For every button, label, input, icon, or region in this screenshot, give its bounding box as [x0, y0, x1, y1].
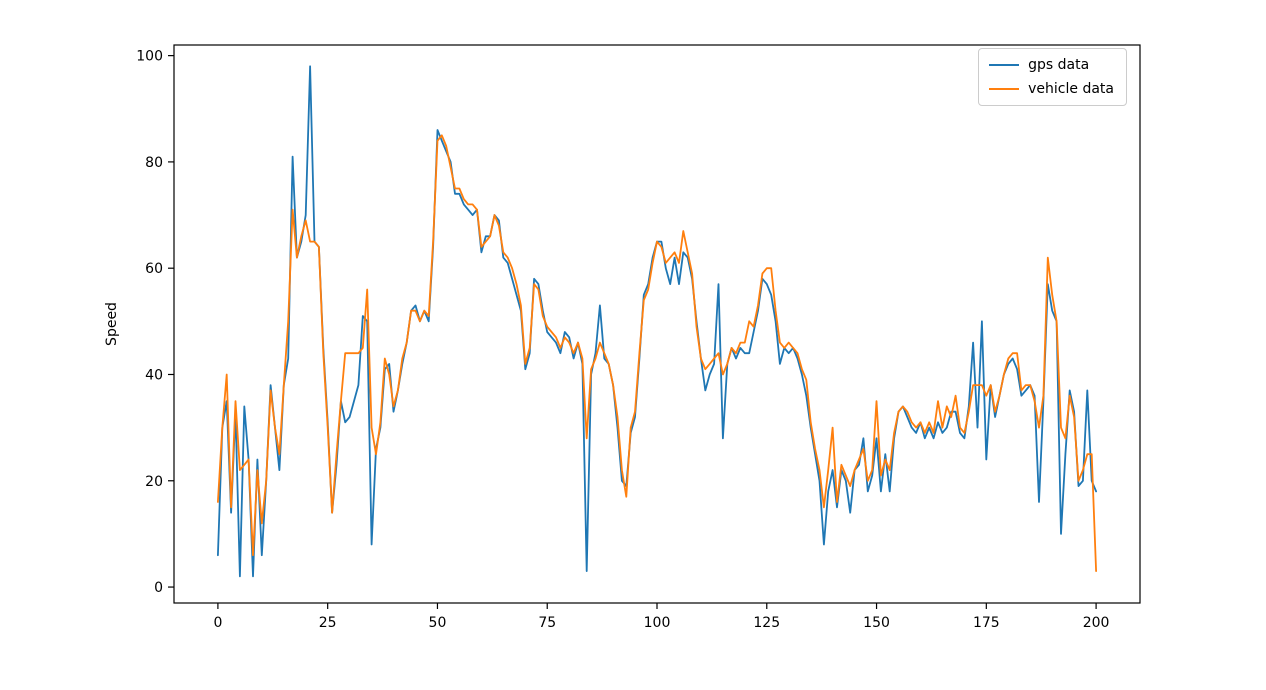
x-tick-label: 200	[1083, 615, 1110, 631]
y-tick-label: 60	[145, 261, 163, 277]
legend: gps data vehicle data	[978, 48, 1127, 106]
y-axis-label: Speed	[104, 302, 120, 346]
x-tick-label: 175	[973, 615, 1000, 631]
legend-item-vehicle: vehicle data	[989, 81, 1114, 97]
series-line-0	[216, 65, 1097, 578]
x-tick-label: 75	[538, 615, 556, 631]
legend-item-gps: gps data	[989, 57, 1114, 73]
x-tick-label: 100	[644, 615, 671, 631]
y-tick-label: 100	[136, 49, 163, 65]
y-tick-label: 0	[154, 580, 163, 596]
x-tick-label: 125	[753, 615, 780, 631]
y-tick-label: 20	[145, 474, 163, 490]
y-tick-label: 40	[145, 367, 163, 383]
legend-label-gps: gps data	[1028, 57, 1090, 73]
axes-spines	[173, 44, 1141, 604]
x-tick-label: 25	[319, 615, 337, 631]
series-line-1	[216, 134, 1097, 572]
legend-label-vehicle: vehicle data	[1028, 81, 1114, 97]
x-tick-label: 50	[429, 615, 447, 631]
y-tick-label: 80	[145, 155, 163, 171]
legend-swatch-gps	[989, 64, 1020, 66]
x-tick-label: 0	[213, 615, 222, 631]
legend-swatch-vehicle	[989, 88, 1020, 90]
x-tick-label: 150	[863, 615, 890, 631]
